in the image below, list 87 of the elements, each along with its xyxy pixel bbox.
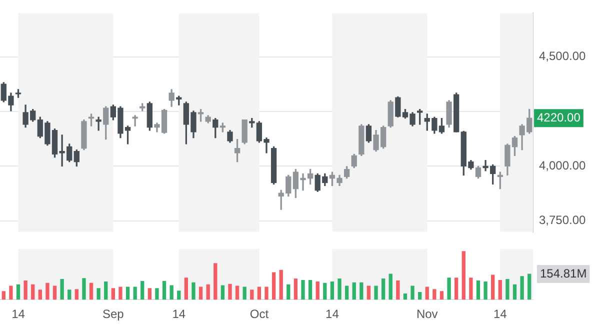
- bar: [447, 278, 451, 300]
- bar: [476, 280, 480, 300]
- bar: [432, 289, 436, 300]
- bar: [506, 279, 510, 300]
- bar: [24, 280, 28, 300]
- bar: [118, 286, 122, 300]
- bar: [162, 280, 166, 300]
- bar: [52, 286, 57, 300]
- bar: [381, 278, 386, 300]
- bar: [410, 286, 414, 300]
- bar: [330, 281, 334, 300]
- bar: [418, 292, 422, 300]
- bar: [286, 284, 290, 300]
- y-tick-label: 4,500.00: [539, 49, 586, 64]
- y-tick-label: 4,000.00: [539, 158, 586, 173]
- bar: [403, 293, 408, 300]
- bar: [344, 286, 349, 300]
- bar: [316, 281, 320, 300]
- bar: [272, 272, 276, 300]
- bar: [469, 278, 473, 300]
- bar: [323, 282, 327, 300]
- bar: [148, 288, 152, 300]
- bar: [294, 278, 298, 300]
- bar: [31, 284, 35, 300]
- bar: [38, 290, 42, 300]
- bar: [454, 278, 458, 300]
- bar: [184, 278, 188, 300]
- bar: [170, 285, 174, 300]
- bar: [198, 286, 203, 300]
- text: 154.81M: [540, 266, 587, 280]
- bar: [104, 281, 108, 300]
- x-tick-label: 14: [172, 307, 186, 322]
- x-tick-label: 14: [12, 307, 26, 322]
- bar: [440, 291, 444, 300]
- bar: [228, 284, 232, 300]
- bar: [2, 291, 6, 300]
- bar: [308, 280, 312, 300]
- candlestick: [96, 116, 102, 131]
- y-tick-label: 3,750.00: [539, 213, 586, 228]
- bar: [250, 290, 254, 300]
- bar: [155, 288, 159, 300]
- bar: [301, 280, 305, 300]
- x-tick-label: Oct: [250, 307, 270, 322]
- bar: [111, 288, 115, 300]
- bar: [491, 274, 495, 300]
- bar: [528, 274, 532, 300]
- bar: [214, 263, 218, 300]
- bar: [96, 288, 100, 300]
- bar: [68, 290, 72, 300]
- bar: [74, 289, 78, 300]
- candlestick: [132, 115, 138, 126]
- bar: [279, 270, 283, 300]
- bar: [257, 286, 262, 300]
- bar: [520, 276, 524, 300]
- bar: [9, 286, 13, 300]
- bar: [133, 286, 137, 300]
- bar: [140, 280, 144, 300]
- bar: [126, 286, 130, 300]
- bar: [264, 286, 268, 300]
- bar: [206, 284, 210, 300]
- x-tick-label: Sep: [102, 307, 124, 322]
- bar: [177, 290, 181, 300]
- bar: [242, 286, 246, 300]
- bar: [374, 286, 378, 300]
- bar: [46, 282, 50, 300]
- bar: [396, 280, 400, 300]
- bar: [498, 280, 502, 300]
- x-tick-label: 14: [326, 307, 340, 322]
- bar: [425, 286, 429, 300]
- bar: [388, 274, 392, 300]
- bar: [82, 278, 86, 300]
- bar: [360, 282, 364, 300]
- bar: [462, 251, 466, 300]
- bar: [16, 284, 20, 300]
- bar: [512, 284, 517, 300]
- bar: [220, 285, 225, 300]
- x-tick-label: 14: [493, 307, 508, 322]
- bar: [366, 286, 371, 300]
- bar: [484, 281, 488, 300]
- bar: [338, 278, 342, 300]
- bar: [235, 286, 240, 300]
- bar: [60, 279, 64, 300]
- bar: [192, 282, 196, 300]
- bar: [352, 282, 356, 300]
- bar: [89, 282, 94, 300]
- text: 4220.00: [537, 110, 581, 124]
- x-tick-label: Nov: [416, 307, 438, 322]
